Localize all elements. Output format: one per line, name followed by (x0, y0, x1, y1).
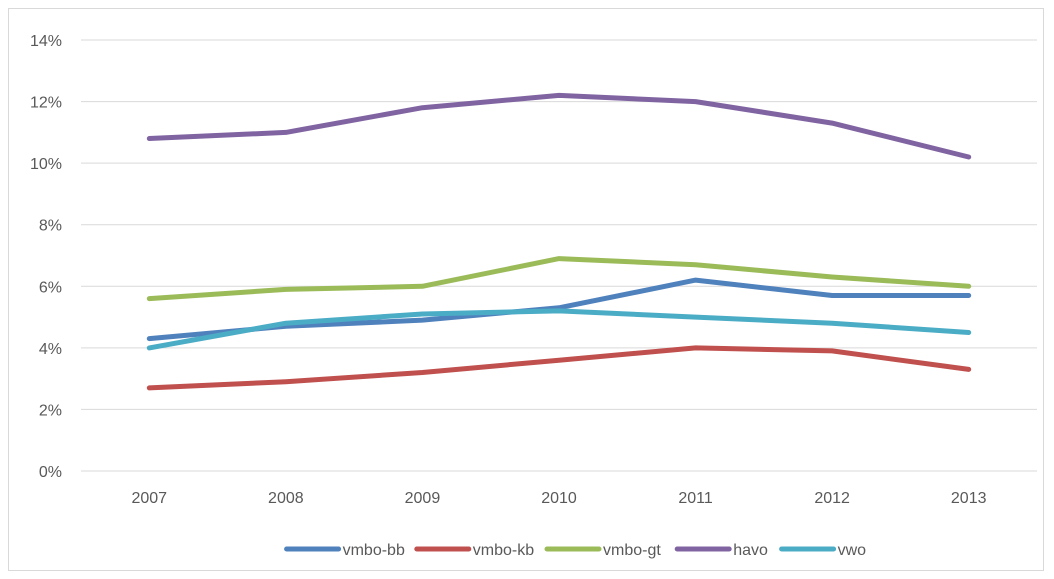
x-tick-label: 2013 (951, 490, 987, 507)
y-tick-label: 4% (39, 341, 62, 358)
x-tick-label: 2010 (541, 490, 577, 507)
legend-label-havo: havo (733, 542, 768, 559)
x-tick-label: 2008 (268, 490, 304, 507)
x-axis-tick-labels: 2007 2008 2009 2010 2011 2012 2013 (131, 490, 986, 507)
y-tick-label: 8% (39, 218, 62, 235)
legend-label-vwo: vwo (838, 542, 867, 559)
legend-label-vmbo-kb: vmbo-kb (473, 542, 534, 559)
series-line-vwo (146, 308, 972, 351)
legend-label-vmbo-bb: vmbo-bb (343, 542, 405, 559)
x-tick-label: 2007 (131, 490, 167, 507)
legend-label-vmbo-gt: vmbo-gt (603, 542, 661, 559)
x-tick-label: 2011 (678, 490, 713, 507)
series-line-vmbo-gt (146, 256, 972, 302)
y-tick-label: 2% (39, 402, 62, 419)
y-tick-label: 14% (30, 33, 62, 50)
gridlines (81, 39, 1037, 472)
x-tick-label: 2012 (814, 490, 850, 507)
legend: vmbo-bb vmbo-kb vmbo-gt havo vwo (284, 542, 867, 559)
y-tick-label: 12% (30, 95, 62, 112)
series-line-havo (146, 92, 972, 160)
y-tick-label: 0% (39, 464, 62, 481)
y-axis-tick-labels: 0% 2% 4% 6% 8% 10% 12% 14% (30, 33, 62, 481)
series-lines (146, 92, 972, 391)
series-line-vmbo-kb (146, 345, 972, 391)
y-tick-label: 6% (39, 279, 62, 296)
y-tick-label: 10% (30, 156, 62, 173)
series-line-vmbo-bb (146, 277, 972, 342)
x-tick-label: 2009 (405, 490, 441, 507)
